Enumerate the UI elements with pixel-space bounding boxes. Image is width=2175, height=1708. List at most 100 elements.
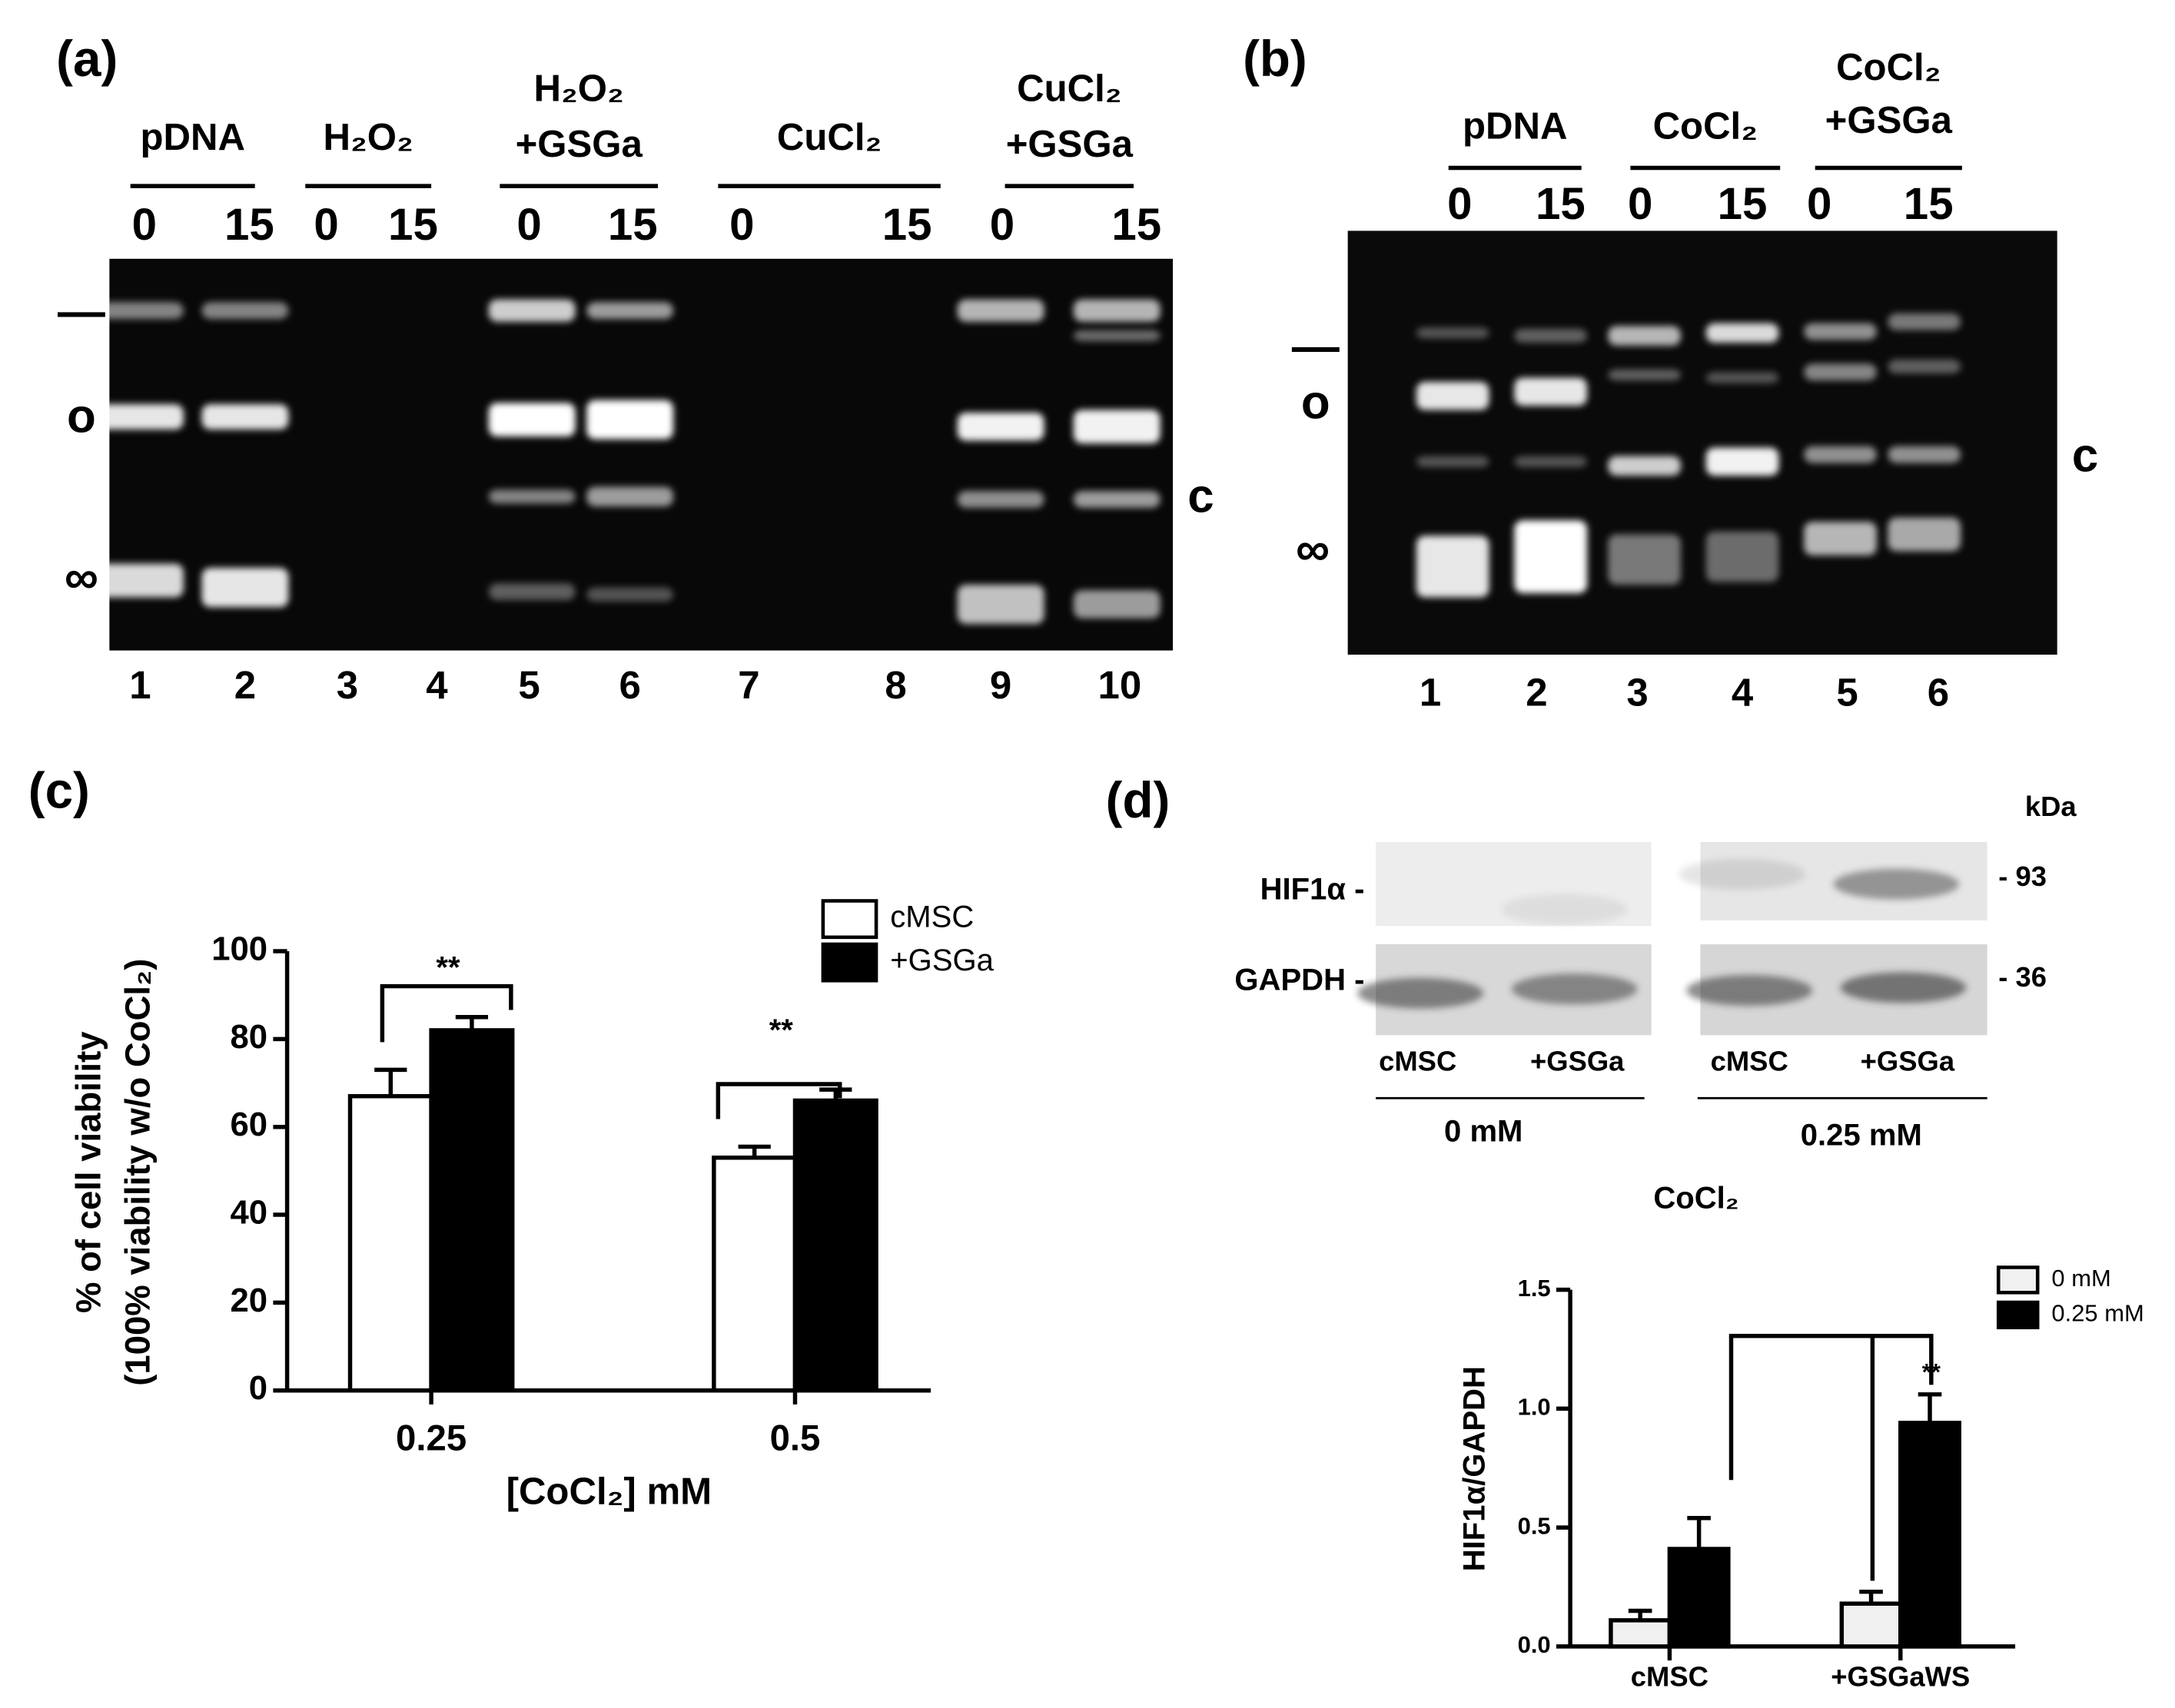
lane-label: 4 [426, 663, 448, 707]
significance-label: ** [436, 950, 460, 984]
panel-label: (a) [56, 31, 118, 87]
gel-band [201, 568, 289, 608]
legend-label: +GSGa [890, 944, 994, 977]
band-marker: o [1301, 376, 1330, 429]
lane-label: 10 [1098, 663, 1142, 707]
time-label: 0 [314, 200, 338, 250]
time-label: 0 [516, 200, 541, 250]
gel-band [1888, 517, 1961, 552]
time-label: 15 [608, 200, 658, 250]
treatment-label: CoCl₂ [1653, 1182, 1738, 1215]
lane-label: 2 [1526, 670, 1547, 714]
x-tick-label: 0.5 [770, 1418, 821, 1459]
time-label: 0 [1628, 179, 1652, 229]
y-tick-label: 60 [230, 1106, 267, 1143]
band-marker: o [67, 390, 96, 443]
y-axis-label: HIF1α/GAPDH [1458, 1366, 1492, 1571]
gel-band [957, 413, 1044, 441]
group-label: pDNA [1463, 105, 1567, 147]
blot-row-label: GAPDH - [1234, 963, 1364, 997]
gel-band [1416, 536, 1489, 598]
band-marker: — [58, 285, 105, 338]
gel-band [1608, 369, 1681, 381]
time-label: 15 [1904, 179, 1954, 229]
time-label: 15 [1718, 179, 1768, 229]
band-marker: — [1292, 320, 1340, 373]
lane-label: 1 [129, 663, 151, 707]
y-tick-label: 1.0 [1518, 1394, 1551, 1421]
bar [1898, 1421, 1961, 1649]
gel-band [1073, 330, 1161, 342]
band-marker: c [2072, 429, 2098, 483]
time-label: 15 [388, 200, 438, 250]
gel-band [1888, 359, 1961, 374]
group-label: H₂O₂ [534, 68, 624, 109]
blot-band [1686, 974, 1813, 1007]
lane-label: 4 [1732, 670, 1754, 714]
group-label: +GSGa [1825, 100, 1953, 141]
group-label: pDNA [140, 117, 244, 158]
gel-band [488, 299, 576, 322]
legend-label: cMSC [890, 900, 974, 934]
gel-band [488, 489, 576, 504]
legend-swatch [821, 942, 878, 983]
time-label: 15 [1111, 200, 1161, 250]
blot-lane-label: cMSC [1379, 1045, 1456, 1076]
lane-label: 1 [1420, 670, 1441, 714]
group-label: H₂O₂ [323, 117, 413, 158]
gel-band [1514, 328, 1587, 343]
lane-label: 5 [518, 663, 540, 707]
gel-band [1514, 520, 1587, 593]
x-tick-label: cMSC [1631, 1660, 1708, 1692]
gel-band [1804, 522, 1877, 556]
gel-band [96, 563, 184, 598]
time-label: 0 [729, 200, 754, 250]
gel-band [1888, 446, 1961, 463]
gel-band [1705, 372, 1779, 383]
gel-band [96, 404, 184, 429]
significance-bracket [380, 983, 513, 1043]
group-label: CoCl₂ [1653, 105, 1758, 147]
y-tick-label: 80 [230, 1018, 267, 1056]
panel-label: (b) [1243, 31, 1307, 87]
x-tick-label: 0.25 [396, 1418, 467, 1459]
blot-lane-label: +GSGa [1530, 1045, 1625, 1076]
y-tick-label: 100 [211, 930, 267, 968]
gel-band [1514, 377, 1587, 406]
bar [347, 1093, 433, 1393]
blot-band [1501, 894, 1628, 925]
group-label: +GSGa [1006, 124, 1134, 165]
gel-band [586, 400, 674, 439]
gel-band [1804, 363, 1877, 381]
y-axis-label: % of cell viability [69, 1031, 108, 1313]
significance-label: ** [1922, 1358, 1941, 1385]
gel-band [1608, 534, 1681, 585]
gel-band [1804, 323, 1877, 340]
group-label: +GSGa [516, 124, 643, 165]
lane-label: 2 [234, 663, 256, 707]
lane-label: 3 [337, 663, 358, 707]
gel-band [1608, 326, 1681, 346]
blot-band [1679, 858, 1805, 890]
gel-band [488, 403, 576, 437]
blot-lane-label: cMSC [1711, 1045, 1788, 1076]
size-marker: - 93 [1998, 861, 2047, 892]
gel-band [201, 404, 289, 429]
gel-band [1073, 491, 1161, 508]
time-label: 0 [1807, 179, 1831, 229]
gel-band [957, 299, 1044, 322]
bar [1839, 1601, 1903, 1649]
gel-band [1073, 410, 1161, 444]
lane-label: 3 [1626, 670, 1648, 714]
gel-band [201, 302, 289, 320]
time-label: 0 [132, 200, 157, 250]
gel-band [586, 302, 674, 320]
lane-label: 6 [1928, 670, 1949, 714]
y-tick-label: 0 [249, 1369, 267, 1407]
blot-band [1511, 973, 1638, 1005]
significance-bracket [1728, 1333, 1934, 1481]
panel-label: (d) [1106, 772, 1171, 828]
band-marker: ∞ [65, 551, 98, 604]
time-label: 15 [882, 200, 932, 250]
